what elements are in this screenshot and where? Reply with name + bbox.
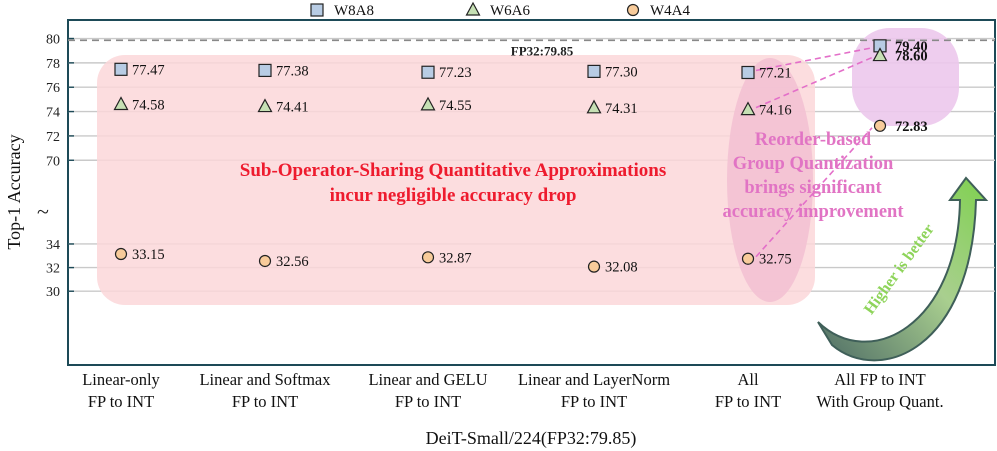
legend-label-w4a4: W4A4	[650, 3, 690, 19]
sharing-annotation-line: Sub-Operator-Sharing Quantitative Approx…	[240, 160, 667, 181]
w8a8-point	[258, 63, 272, 78]
w6a6-point	[872, 47, 888, 62]
curved-arrow-shape	[817, 176, 989, 362]
w4a4-value-label: 32.75	[759, 252, 792, 268]
sharing-annotation: Sub-Operator-Sharing Quantitative Approx…	[240, 160, 667, 206]
y-tick-label: 78	[46, 57, 60, 72]
reorder-annotation-line: accuracy improvement	[722, 202, 904, 222]
y-tick-label: 76	[46, 81, 60, 96]
y-tick-label: 72	[46, 130, 60, 145]
legend-marker-w6a6	[465, 1, 481, 16]
w6a6-point	[740, 101, 756, 116]
axis-break-symbol: ~	[37, 199, 49, 224]
legend: W8A8 W6A6 W4A4	[310, 1, 690, 19]
w6a6-point	[586, 99, 602, 114]
higher-is-better-label: Higher is better	[861, 221, 938, 318]
fp32-reference-label: FP32:79.85	[511, 43, 574, 58]
w6a6-point	[257, 98, 273, 113]
w4a4-point	[873, 119, 887, 132]
w8a8-value-label: 77.21	[759, 65, 792, 81]
w8a8-point	[421, 65, 435, 79]
w8a8-point	[741, 65, 755, 80]
y-axis-title: Top-1 Accuracy	[4, 134, 24, 249]
sharing-region	[97, 55, 815, 305]
y-tick-label: 74	[46, 106, 60, 121]
data-marks: 77.47 77.38 77.23 77.30 77.21 79.40 74.58 74.41…	[113, 39, 928, 276]
x-tick-label: Linear and LayerNorm	[518, 370, 670, 389]
w8a8-value-label: 77.23	[439, 65, 472, 81]
w4a4-point	[587, 260, 601, 273]
w8a8-value-label: 77.47	[132, 62, 165, 78]
y-tick-label: 70	[46, 154, 60, 169]
w4a4-value-label: 33.15	[132, 247, 165, 263]
w6a6-point	[420, 96, 436, 111]
x-tick-label: FP to INT	[88, 392, 154, 411]
legend-marker-w8a8	[310, 3, 324, 17]
w4a4-value-label: 32.08	[605, 260, 638, 276]
x-tick-label: Linear-only	[82, 370, 160, 389]
legend-marker-w4a4	[626, 3, 640, 17]
reorder-annotation-line: Group Quantization	[733, 154, 894, 174]
plot-frame	[67, 19, 996, 366]
w8a8-value-label: 79.40	[895, 39, 928, 55]
w4a4-point	[114, 247, 128, 261]
y-tick-labels: 70 72 74 76 78 80 30 32 34	[46, 33, 60, 301]
w8a8-value-label: 77.30	[605, 64, 638, 80]
w4a4-value-label: 32.87	[439, 250, 472, 266]
w4a4-point	[421, 251, 435, 264]
w8a8-point	[114, 62, 128, 76]
legend-label-w8a8: W8A8	[334, 3, 374, 19]
all-fp-to-int-region	[727, 58, 813, 302]
legend-label-w6a6: W6A6	[490, 3, 530, 19]
w6a6-point	[113, 96, 129, 111]
w6a6-value-label: 74.55	[439, 98, 472, 114]
reorder-annotation-line: brings significant	[744, 178, 882, 198]
connector-line	[755, 127, 873, 258]
reorder-annotation-line: Reorder-based	[755, 130, 872, 150]
x-tick-labels: Linear-only FP to INT Linear and Softmax FP…	[82, 370, 943, 411]
w4a4-value-label: 72.83	[895, 119, 928, 135]
y-tick-label: 32	[46, 262, 60, 277]
w4a4-point	[258, 254, 272, 268]
w8a8-point	[587, 64, 601, 78]
w6a6-value-label: 74.31	[605, 101, 638, 117]
w6a6-value-label: 74.16	[759, 103, 792, 119]
connector-line	[755, 56, 873, 109]
w4a4-point	[741, 252, 755, 265]
w8a8-value-label: 77.38	[276, 63, 309, 79]
y-tick-label: 34	[46, 238, 60, 253]
x-tick-label: FP to INT	[395, 392, 461, 411]
x-axis-title: DeiT-Small/224(FP32:79.85)	[426, 428, 637, 449]
sharing-annotation-line: incur negligible accuracy drop	[330, 185, 577, 206]
y-tick-label: 80	[46, 33, 60, 48]
x-tick-label: All FP to INT	[834, 370, 926, 389]
w6a6-value-label: 74.41	[276, 100, 309, 116]
x-tick-label: Linear and Softmax	[199, 370, 331, 389]
w4a4-value-label: 32.56	[276, 254, 309, 270]
x-tick-label: FP to INT	[561, 392, 627, 411]
reorder-annotation: Reorder-based Group Quantization brings si…	[722, 130, 904, 222]
x-tick-label: FP to INT	[232, 392, 298, 411]
x-tick-label: FP to INT	[715, 392, 781, 411]
x-tick-label: Linear and GELU	[368, 370, 487, 389]
x-tick-label: With Group Quant.	[816, 392, 943, 411]
improvement-connectors	[755, 47, 873, 258]
y-tick-label: 30	[46, 285, 60, 300]
w6a6-value-label: 74.58	[132, 98, 165, 114]
x-tick-label: All	[737, 370, 759, 389]
w6a6-value-label: 78.60	[895, 49, 928, 65]
